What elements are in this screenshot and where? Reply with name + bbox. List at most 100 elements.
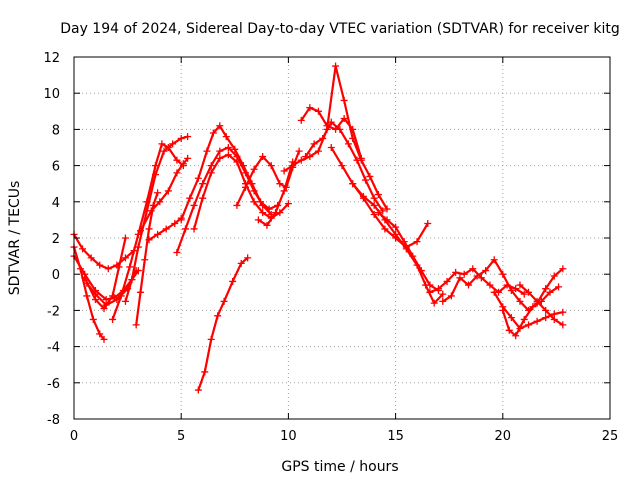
data-point xyxy=(447,292,455,300)
series-track-5 xyxy=(83,267,140,309)
data-point xyxy=(162,225,170,233)
data-point xyxy=(250,198,258,206)
data-point xyxy=(555,283,563,291)
data-point xyxy=(190,225,198,233)
series-track-27 xyxy=(516,281,567,329)
data-point xyxy=(214,312,222,320)
data-point xyxy=(302,153,310,161)
data-point xyxy=(87,254,95,262)
data-point xyxy=(141,256,149,264)
data-point xyxy=(109,292,117,300)
data-point xyxy=(426,281,434,289)
data-point xyxy=(190,201,198,209)
data-point xyxy=(559,265,567,273)
data-point xyxy=(338,162,346,170)
data-point xyxy=(460,270,468,278)
series-line xyxy=(111,142,185,321)
data-point xyxy=(477,274,485,282)
data-point xyxy=(154,230,162,238)
data-point xyxy=(314,147,322,155)
data-point xyxy=(117,292,125,300)
data-point xyxy=(340,96,348,104)
series-line xyxy=(83,236,127,310)
data-point xyxy=(233,201,241,209)
data-point xyxy=(310,140,318,148)
data-point xyxy=(529,303,537,311)
data-point xyxy=(383,216,391,224)
data-point xyxy=(426,288,434,296)
data-point xyxy=(83,292,91,300)
data-point xyxy=(173,248,181,256)
data-point xyxy=(233,158,241,166)
data-point xyxy=(250,165,258,173)
series-track-8 xyxy=(132,189,162,329)
data-point xyxy=(265,205,273,213)
data-point xyxy=(186,194,194,202)
data-point xyxy=(319,134,327,142)
data-point xyxy=(207,335,215,343)
data-point xyxy=(254,216,262,224)
data-point xyxy=(173,156,181,164)
data-point xyxy=(505,326,513,334)
series-line xyxy=(351,182,429,249)
data-point xyxy=(507,314,515,322)
data-point xyxy=(181,225,189,233)
data-point xyxy=(89,315,97,323)
series-track-12 xyxy=(177,122,282,224)
series-line xyxy=(330,146,444,305)
data-point xyxy=(147,207,155,215)
data-point xyxy=(177,134,185,142)
data-point xyxy=(216,154,224,162)
series-track-14 xyxy=(194,254,252,394)
data-point xyxy=(121,254,129,262)
data-point xyxy=(362,176,370,184)
data-point xyxy=(280,167,288,175)
data-point xyxy=(400,238,408,246)
data-point xyxy=(229,277,237,285)
data-point xyxy=(239,162,247,170)
data-point xyxy=(158,140,166,148)
data-point xyxy=(257,198,265,206)
data-point xyxy=(128,276,136,284)
data-point xyxy=(272,209,280,217)
data-point xyxy=(96,261,104,269)
data-point xyxy=(443,277,451,285)
data-point xyxy=(359,194,367,202)
y-tick-label: 6 xyxy=(52,160,60,175)
series-line xyxy=(304,121,384,212)
y-tick-label: -8 xyxy=(47,413,60,428)
data-point xyxy=(231,145,239,153)
data-point xyxy=(201,368,209,376)
data-point xyxy=(546,288,554,296)
data-point xyxy=(533,317,541,325)
data-point xyxy=(542,306,550,314)
data-point xyxy=(512,285,520,293)
data-point xyxy=(102,301,110,309)
data-point xyxy=(267,162,275,170)
data-point xyxy=(207,169,215,177)
data-point xyxy=(184,133,192,141)
data-point xyxy=(525,321,533,329)
data-point xyxy=(340,115,348,123)
data-point xyxy=(353,156,361,164)
data-point xyxy=(417,267,425,275)
x-tick-label: 15 xyxy=(387,429,404,444)
data-point xyxy=(199,180,207,188)
y-tick-label: -4 xyxy=(47,341,60,356)
data-point xyxy=(194,174,202,182)
data-point xyxy=(79,245,87,253)
data-point xyxy=(160,147,168,155)
data-point xyxy=(512,332,520,340)
data-point xyxy=(383,205,391,213)
data-point xyxy=(464,281,472,289)
data-point xyxy=(132,321,140,329)
data-point xyxy=(357,154,365,162)
data-point xyxy=(91,290,99,298)
data-point xyxy=(171,220,179,228)
axis-ticks: 0 5 10 15 20 25 -8 -6 -4 -2 0 2 4 6 8 10 12 xyxy=(43,51,618,444)
data-point xyxy=(96,330,104,338)
data-point xyxy=(259,209,267,217)
series-track-16 xyxy=(254,158,297,229)
data-point xyxy=(550,315,558,323)
data-point xyxy=(259,153,267,161)
